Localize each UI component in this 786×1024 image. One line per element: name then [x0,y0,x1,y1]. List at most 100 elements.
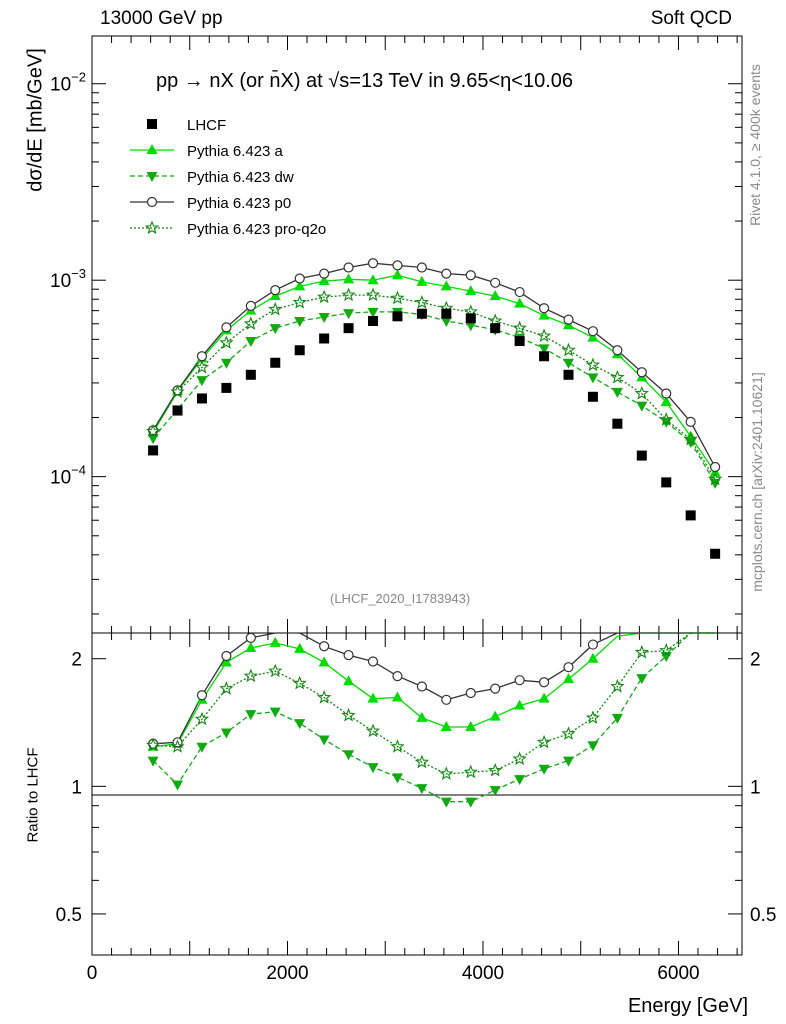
y-tick-exponent: −3 [71,266,86,281]
point-pythia-6-423-dw [538,344,550,355]
x-tick-label: 4000 [462,963,504,984]
ratio-point-pythia-6-423-pro-q2o [659,643,674,657]
data-point-lhcf [441,308,452,319]
series-line-pythia-6-423-dw [152,311,716,484]
legend-label: Pythia 6.423 p0 [187,195,291,212]
point-pythia-6-423-a [294,280,306,291]
point-pythia-6-423-a [318,275,330,286]
markers-layer [145,258,723,808]
ratio-line-pythia-6-423-pro-q2o [153,632,716,775]
ratio-point-pythia-6-423-a [294,642,306,653]
ratio-tick-label-left: 0.5 [56,905,82,926]
ratio-point-pythia-6-423-a [587,652,599,663]
data-point-lhcf [270,357,281,368]
point-pythia-6-423-dw [367,307,379,318]
ratio-point-pythia-6-423-a [416,711,428,722]
point-pythia-6-423-a [391,269,403,280]
ratio-point-pythia-6-423-pro-q2o [341,707,356,722]
ratio-point-pythia-6-423-p0 [172,737,183,748]
ratio-point-pythia-6-423-pro-q2o [561,726,576,740]
ratio-point-pythia-6-423-a [514,699,526,710]
point-pythia-6-423-p0 [221,322,232,333]
ratio-point-pythia-6-423-pro-q2o [585,710,601,724]
point-pythia-6-423-pro-q2o [536,328,552,343]
point-pythia-6-423-p0 [416,262,427,273]
ratio-point-pythia-6-423-p0 [221,650,232,662]
point-pythia-6-423-dw [587,373,599,384]
chart-title: pp → nX (or n̄X) at √s=13 TeV in 9.65<η<… [156,70,573,92]
data-point-lhcf [319,333,330,344]
ratio-point-pythia-6-423-p0 [587,639,599,650]
ratio-point-pythia-6-423-dw [196,742,208,753]
ratio-tick-label-right: 1 [750,777,761,798]
point-pythia-6-423-p0 [343,262,354,273]
ratio-point-pythia-6-423-dw [611,713,623,724]
point-pythia-6-423-p0 [710,461,721,473]
point-pythia-6-423-dw [611,387,623,398]
ratio-point-pythia-6-423-p0 [245,632,256,643]
rivet-version-label: Rivet 4.1.0, ≥ 400k events [747,64,763,226]
ratio-point-pythia-6-423-pro-q2o [243,668,258,683]
x-tick-label: 0 [87,963,98,984]
legend-label: Pythia 6.423 dw [187,169,294,186]
point-pythia-6-423-p0 [563,314,574,325]
legend-marker [146,172,158,182]
legend-marker [147,119,157,129]
ratio-point-pythia-6-423-dw [220,728,232,739]
ratio-point-pythia-6-423-pro-q2o [512,751,527,766]
data-point-lhcf [685,510,696,521]
ratio-point-pythia-6-423-dw [318,735,330,746]
data-point-lhcf [343,323,354,334]
ratio-point-pythia-6-423-a [318,656,330,667]
ratio-point-pythia-6-423-p0 [319,641,330,652]
ratio-plot-frame [91,632,743,956]
ratio-point-pythia-6-423-a [440,721,452,732]
ratio-point-pythia-6-423-pro-q2o [634,644,649,659]
ratio-point-pythia-6-423-pro-q2o [536,734,552,749]
point-pythia-6-423-pro-q2o [292,294,307,309]
data-point-lhcf [294,345,305,356]
point-pythia-6-423-pro-q2o [659,412,674,426]
point-pythia-6-423-p0 [587,326,599,337]
point-pythia-6-423-dw [245,337,257,348]
point-pythia-6-423-pro-q2o [243,316,258,330]
point-pythia-6-423-a [343,273,355,284]
point-pythia-6-423-p0 [661,388,672,399]
data-point-lhcf [490,323,501,334]
ratio-point-pythia-6-423-dw [269,707,281,718]
ratio-point-pythia-6-423-dw [245,710,257,721]
ratio-point-pythia-6-423-dw [416,784,428,795]
point-pythia-6-423-p0 [294,273,305,284]
y-tick-label: 10−4 [50,463,86,489]
data-point-lhcf [587,391,598,402]
point-pythia-6-423-pro-q2o [707,471,723,486]
ratio-point-pythia-6-423-dw [343,750,355,761]
point-pythia-6-423-dw [220,358,232,369]
y-axis-label: dσ/dE [mb/GeV] [24,48,47,192]
point-pythia-6-423-pro-q2o [219,335,234,349]
point-pythia-6-423-p0 [514,286,525,298]
ratio-point-pythia-6-423-pro-q2o [292,675,307,690]
point-pythia-6-423-dw [196,376,208,387]
ratio-point-pythia-6-423-a [343,675,355,686]
point-pythia-6-423-p0 [245,300,256,311]
point-pythia-6-423-pro-q2o [194,359,210,374]
data-point-lhcf [148,445,159,456]
ratio-point-pythia-6-423-dw [391,773,403,784]
x-tick-label: 6000 [657,963,699,984]
ratio-tick-label-right: 0.5 [750,905,776,926]
ratio-point-pythia-6-423-dw [563,756,575,767]
data-point-lhcf [221,382,232,393]
point-pythia-6-423-p0 [367,258,379,269]
analysis-id: (LHCF_2020_I1783943) [330,591,471,606]
data-point-lhcf [710,548,721,559]
y-tick-mantissa: 10 [50,271,71,292]
point-pythia-6-423-p0 [685,416,696,427]
point-pythia-6-423-a [514,297,526,308]
series-line-pythia-6-423-pro-q2o [152,294,716,480]
point-pythia-6-423-dw [343,309,355,320]
ratio-tick-label-left: 1 [71,777,82,798]
data-point-lhcf [196,393,207,404]
y-tick-label: 10−2 [50,70,86,96]
